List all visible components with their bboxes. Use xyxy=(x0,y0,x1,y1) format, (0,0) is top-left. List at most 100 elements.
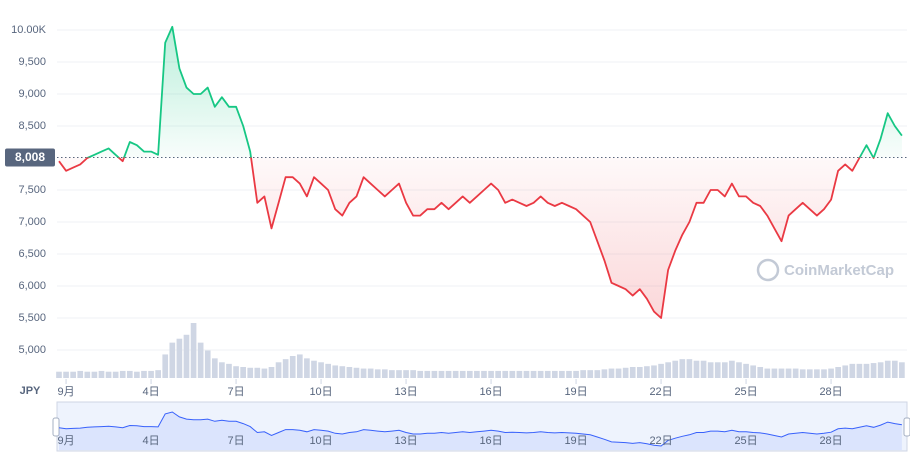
volume-bar xyxy=(339,366,346,378)
volume-bar xyxy=(771,368,778,378)
volume-bar xyxy=(438,370,445,378)
volume-bar xyxy=(884,360,891,378)
volume-bar xyxy=(162,354,169,378)
volume-bar xyxy=(63,371,69,378)
volume-bar xyxy=(580,370,586,378)
volume-bar xyxy=(417,370,424,378)
volume-bar xyxy=(148,370,154,378)
volume-bar xyxy=(70,371,76,378)
volume-bar xyxy=(799,369,806,378)
volume-bar xyxy=(651,365,657,378)
volume-bar xyxy=(77,370,84,378)
volume-bar xyxy=(431,370,438,378)
volume-bar xyxy=(757,367,764,378)
volume-bar xyxy=(91,371,98,378)
volume-bar xyxy=(821,369,827,378)
volume-bar xyxy=(516,370,523,378)
volume-bar xyxy=(240,367,246,378)
volume-bar xyxy=(573,370,579,378)
x-tick-label: 19日 xyxy=(564,386,587,398)
volume-bar xyxy=(778,368,785,378)
volume-bar xyxy=(141,370,147,378)
navigator-handle[interactable] xyxy=(52,417,60,437)
volume-bar xyxy=(736,362,742,378)
navigator-tick-label: 19日 xyxy=(564,435,587,447)
navigator-tick-label: 22日 xyxy=(649,435,672,447)
volume-bar xyxy=(346,367,353,378)
volume-bar xyxy=(877,362,884,378)
volume-bar xyxy=(318,362,324,378)
volume-bar xyxy=(296,354,303,378)
volume-bar xyxy=(537,370,544,378)
baseline-badge: 8,008 xyxy=(5,148,55,167)
volume-bar xyxy=(275,362,282,378)
price-line xyxy=(58,25,903,319)
volume-bar xyxy=(197,342,204,378)
navigator-tick-label: 9月 xyxy=(58,435,75,447)
navigator-handle[interactable] xyxy=(903,417,910,437)
volume-bar xyxy=(424,370,431,378)
volume-bar xyxy=(707,362,714,378)
volume-bar xyxy=(268,367,275,378)
x-tick-label: 10日 xyxy=(309,386,332,398)
volume-bar xyxy=(84,371,91,378)
volume-bar xyxy=(254,367,261,378)
navigator-tick-label: 25日 xyxy=(734,435,757,447)
navigator-tick-label: 4日 xyxy=(143,435,160,447)
x-tick-label: 4日 xyxy=(143,386,160,398)
y-tick-label: 8,500 xyxy=(18,120,46,132)
volume-bar xyxy=(445,370,452,378)
volume-bar xyxy=(679,359,686,378)
volume-bar xyxy=(176,338,183,378)
volume-bar xyxy=(835,367,841,378)
volume-bar xyxy=(466,370,473,378)
x-tick-label: 28日 xyxy=(819,386,842,398)
volume-bar xyxy=(311,360,317,378)
price-area xyxy=(59,26,902,319)
volume-bar xyxy=(544,370,551,378)
volume-bar xyxy=(743,363,749,378)
volume-bar xyxy=(806,369,813,378)
volume-bar xyxy=(870,363,877,378)
volume-bar xyxy=(551,370,558,378)
volume-bar xyxy=(247,367,254,378)
volume-bar xyxy=(389,370,395,378)
volume-bar xyxy=(828,368,834,378)
volume-bar xyxy=(396,370,402,378)
navigator-tick-label: 13日 xyxy=(394,435,417,447)
volume-bar xyxy=(615,368,622,378)
baseline-label: 8,008 xyxy=(15,150,45,164)
volume-bar xyxy=(452,370,459,378)
x-tick-label: 16日 xyxy=(479,386,502,398)
navigator-tick-label: 7日 xyxy=(228,435,245,447)
volume-bar xyxy=(530,370,537,378)
volume-bar xyxy=(169,342,176,378)
volume-bar xyxy=(374,369,381,378)
volume-bar xyxy=(289,356,296,378)
volume-bar xyxy=(204,350,211,378)
volume-bar xyxy=(183,334,190,378)
y-tick-label: 5,000 xyxy=(18,344,46,356)
baseline-badge-bg xyxy=(5,148,55,167)
volume-bar xyxy=(98,370,105,378)
navigator-tick-label: 16日 xyxy=(479,435,502,447)
volume-bar xyxy=(729,360,735,378)
x-tick-label: 13日 xyxy=(394,386,417,398)
volume-bar xyxy=(381,369,388,378)
volume-bar xyxy=(233,366,239,378)
volume-bar xyxy=(700,360,707,378)
volume-bar xyxy=(622,367,629,378)
volume-bar xyxy=(474,370,480,378)
navigator-tick-label: 28日 xyxy=(819,435,842,447)
volume-bar xyxy=(332,365,339,378)
y-tick-label: 10.00K xyxy=(11,24,47,36)
volume-bar xyxy=(842,365,849,378)
volume-bar xyxy=(459,370,466,378)
volume-bar xyxy=(360,368,367,378)
y-tick-label: 9,500 xyxy=(18,56,46,68)
volume-bar xyxy=(665,362,671,378)
volume-bar xyxy=(495,370,501,378)
volume-bar xyxy=(523,370,530,378)
volume-bar xyxy=(112,371,119,378)
